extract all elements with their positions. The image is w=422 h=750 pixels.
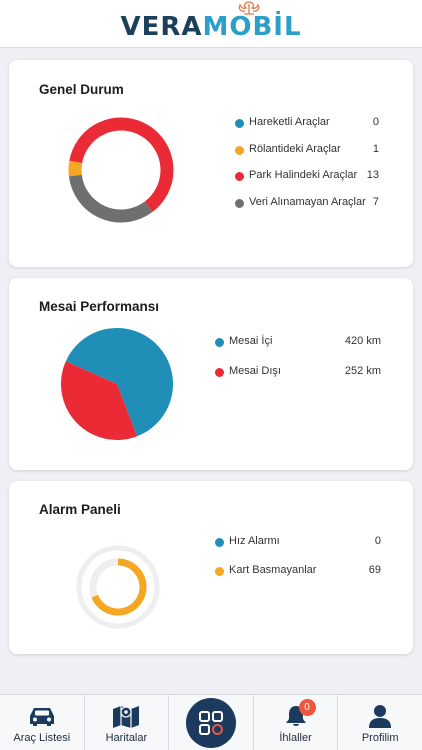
tab-violations[interactable]: 0 İhlaller [254,695,339,750]
tab-main-menu[interactable] [169,695,254,750]
card-title: Alarm Paneli [39,502,121,517]
veramobil-logo: VERAMOBİL [111,0,311,48]
tab-label: Profilim [361,732,399,744]
donut-slice-3 [68,174,153,223]
legend-item[interactable]: Kart Basmayanlar 69 [215,564,381,593]
pie-slice-0 [65,328,173,437]
radial-track-0 [76,545,160,629]
logo-text: VERAMOBİL [111,12,311,42]
tab-label: Haritalar [105,732,148,744]
legend-item[interactable]: Hız Alarmı 0 [215,535,381,564]
tab-maps[interactable]: Haritalar [85,695,170,750]
legend-dot [235,198,244,208]
legend-item[interactable]: Park Halindeki Araçlar 13 [235,169,379,196]
legend-label: Kart Basmayanlar [229,564,317,576]
car-icon [27,702,57,730]
general-status-legend: Hareketli Araçlar 0 Rölantideki Araçlar … [235,116,379,222]
legend-dot [215,338,224,347]
map-icon [111,702,141,730]
tab-profile[interactable]: Profilim [338,695,422,750]
legend-value: 0 [372,116,379,128]
legend-label: Mesai İçi [229,335,273,347]
legend-label: Mesai Dışı [229,365,281,377]
shift-performance-legend: Mesai İçi 420 km Mesai Dışı 252 km [215,335,381,395]
card-title: Mesai Performansı [39,299,160,314]
app-header: VERAMOBİL [0,0,422,48]
grid-menu-icon[interactable] [185,697,236,748]
legend-value: 0 [374,535,381,547]
radial-bar-1 [91,558,147,616]
donut-slice-2 [69,117,174,212]
legend-label: Hız Alarmı [229,535,280,547]
tab-label: İhlaller [279,732,312,744]
legend-item[interactable]: Veri Alınamayan Araçlar 7 [235,196,379,223]
legend-value: 69 [368,564,381,576]
legend-dot [235,119,244,128]
legend-label: Veri Alınamayan Araçlar [249,195,366,208]
legend-label: Rölantideki Araçlar [249,142,341,155]
shift-performance-card[interactable]: Mesai Performansı Mesai İçi 420 km Mesai… [9,278,413,470]
legend-value: 13 [366,169,379,181]
legend-dot [235,145,244,155]
legend-dot [215,368,224,377]
tab-vehicle-list[interactable]: Araç Listesi [0,695,85,750]
alarm-panel-card[interactable]: Alarm Paneli Hız Alarmı 0 Kart Basmayanl… [9,481,413,654]
general-status-donut-chart [68,117,174,223]
legend-value: 252 km [344,365,381,377]
logo-mobil: MOBİL [202,11,302,42]
alarm-panel-radial-chart [76,545,160,629]
donut-slice-1 [68,160,83,177]
legend-item[interactable]: Mesai İçi 420 km [215,335,381,365]
legend-dot [215,538,224,547]
legend-value: 1 [372,142,379,155]
alarm-panel-legend: Hız Alarmı 0 Kart Basmayanlar 69 [215,535,381,593]
logo-vera: VERA [120,11,203,42]
logo-ornament-icon [238,0,260,15]
legend-value: 420 km [344,335,381,347]
legend-value: 7 [372,195,379,208]
pie-slice-1 [61,361,138,440]
legend-item[interactable]: Mesai Dışı 252 km [215,365,381,395]
general-status-card[interactable]: Genel Durum Hareketli Araçlar 0 Rölantid… [9,60,413,267]
shift-performance-pie-chart [61,328,173,440]
legend-label: Hareketli Araçlar [249,116,330,128]
tab-label: Araç Listesi [13,732,71,744]
bottom-tab-bar: Araç Listesi Haritalar 0 İhlaller Profil… [0,694,422,750]
notification-badge: 0 [298,699,316,716]
legend-dot [215,567,224,576]
user-icon [365,702,395,730]
legend-item[interactable]: Hareketli Araçlar 0 [235,116,379,143]
legend-label: Park Halindeki Araçlar [249,169,358,181]
legend-dot [235,172,244,181]
card-title: Genel Durum [39,82,124,97]
legend-item[interactable]: Rölantideki Araçlar 1 [235,143,379,170]
